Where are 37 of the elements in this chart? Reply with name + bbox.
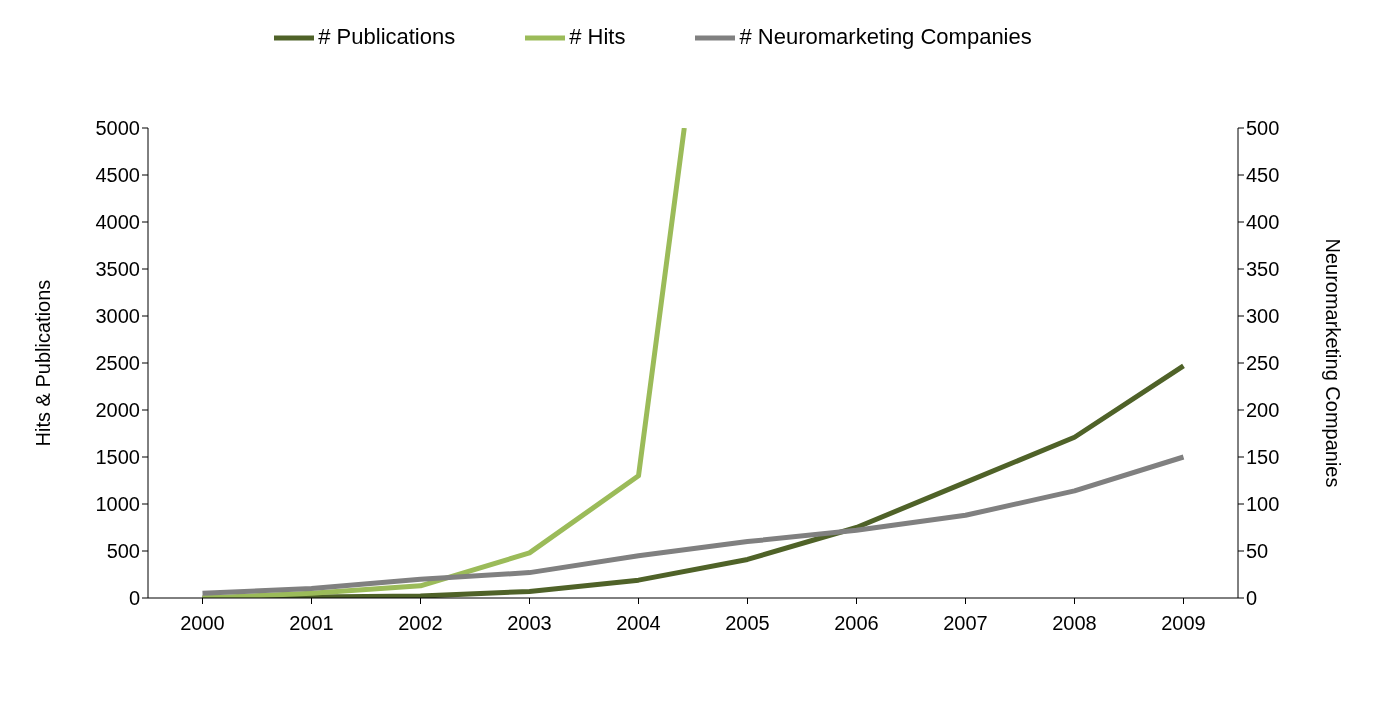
y2-tick-label: 300 <box>1246 305 1280 328</box>
y-tick-label: 1500 <box>95 446 140 469</box>
legend-label: # Publications <box>318 23 456 49</box>
y-axis-title: Hits & Publications <box>32 279 55 447</box>
y-tick-label: 2500 <box>95 352 140 375</box>
x-tick-label: 2003 <box>507 612 552 635</box>
x-tick-label: 2004 <box>616 612 661 635</box>
y2-tick-label: 50 <box>1246 540 1269 563</box>
y2-tick-label: 450 <box>1246 164 1280 187</box>
legend-label: # Neuromarketing Companies <box>739 23 1032 49</box>
y-tick-label: 2000 <box>95 399 140 422</box>
y-tick-label: 1000 <box>95 493 140 516</box>
y2-tick-label: 250 <box>1246 352 1280 375</box>
y-tick-label: 4500 <box>95 164 140 187</box>
x-tick-label: 2005 <box>725 612 770 635</box>
x-tick-label: 2000 <box>180 612 225 635</box>
x-tick-label: 2001 <box>289 612 334 635</box>
y2-tick-label: 350 <box>1246 258 1280 281</box>
y2-tick-label: 150 <box>1246 446 1280 469</box>
y-tick-label: 0 <box>128 587 140 610</box>
y2-tick-label: 100 <box>1246 493 1280 516</box>
y2-tick-label: 200 <box>1246 399 1280 422</box>
y-tick-label: 3000 <box>95 305 140 328</box>
y2-tick-label: 400 <box>1246 211 1280 234</box>
y2-tick-label: 500 <box>1246 117 1280 140</box>
x-tick-label: 2002 <box>398 612 443 635</box>
y2-tick-label: 0 <box>1246 587 1258 610</box>
y2-axis-title: Neuromarketing Companies <box>1321 238 1344 488</box>
y-tick-label: 5000 <box>95 117 140 140</box>
x-tick-label: 2009 <box>1161 612 1206 635</box>
x-tick-label: 2007 <box>943 612 988 635</box>
x-tick-label: 2006 <box>834 612 879 635</box>
x-tick-label: 2008 <box>1052 612 1097 635</box>
y-tick-label: 500 <box>106 540 140 563</box>
y-tick-label: 4000 <box>95 211 140 234</box>
y-tick-label: 3500 <box>95 258 140 281</box>
legend-label: # Hits <box>569 23 626 49</box>
